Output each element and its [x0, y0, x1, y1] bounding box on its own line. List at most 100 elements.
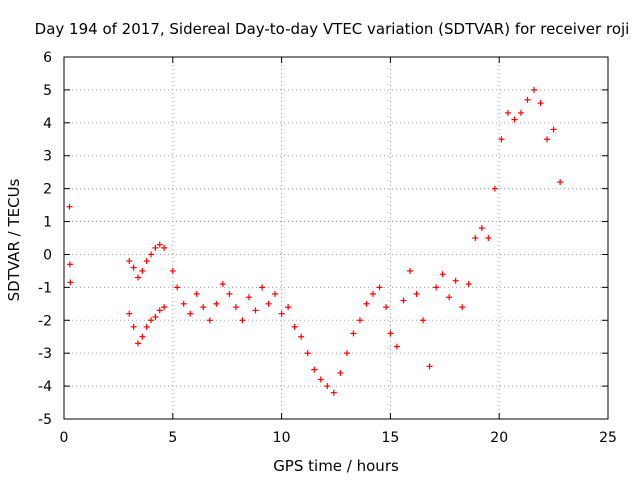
- x-tick-label: 25: [599, 430, 617, 446]
- y-tick-label: 3: [43, 149, 52, 165]
- data-point: [439, 271, 446, 278]
- data-point: [134, 340, 141, 347]
- data-point: [156, 241, 163, 248]
- data-point: [330, 389, 337, 396]
- data-point: [130, 264, 137, 271]
- data-point: [387, 330, 394, 337]
- data-point: [265, 300, 272, 307]
- data-point: [537, 100, 544, 107]
- data-point: [139, 267, 146, 274]
- data-point: [200, 304, 207, 311]
- data-point: [143, 258, 150, 265]
- x-tick-label: 15: [381, 430, 399, 446]
- data-point: [465, 281, 472, 288]
- y-axis-title: SDTVAR / TECUs: [5, 178, 23, 301]
- x-tick-label: 20: [490, 430, 508, 446]
- data-point: [406, 267, 413, 274]
- data-point: [161, 244, 168, 251]
- chart-title: Day 194 of 2017, Sidereal Day-to-day VTE…: [35, 20, 630, 38]
- data-point: [226, 290, 233, 297]
- data-point: [433, 284, 440, 291]
- data-point: [143, 323, 150, 330]
- data-point: [285, 304, 292, 311]
- data-point: [459, 304, 466, 311]
- data-point: [239, 317, 246, 324]
- data-point: [298, 333, 305, 340]
- data-point: [498, 136, 505, 143]
- data-points: [66, 86, 564, 396]
- data-point: [452, 277, 459, 284]
- y-tick-label: -2: [38, 313, 52, 329]
- data-point: [317, 376, 324, 383]
- grid-lines: [64, 57, 608, 419]
- x-tick-label: 5: [168, 430, 177, 446]
- data-point: [67, 279, 74, 286]
- data-point: [393, 343, 400, 350]
- data-point: [485, 235, 492, 241]
- y-tick-label: -3: [38, 346, 52, 362]
- data-point: [291, 323, 298, 330]
- data-point: [252, 307, 259, 314]
- y-tick-label: 1: [43, 215, 52, 231]
- data-point: [504, 109, 511, 116]
- data-point: [376, 284, 383, 291]
- data-point: [304, 350, 311, 357]
- data-point: [400, 297, 407, 304]
- data-point: [324, 383, 331, 390]
- data-point: [420, 317, 427, 324]
- y-tick-label: -5: [38, 412, 52, 428]
- x-tick-label: 10: [273, 430, 291, 446]
- data-point: [472, 235, 479, 241]
- data-point: [66, 203, 73, 210]
- data-point: [557, 179, 564, 186]
- data-point: [272, 290, 279, 297]
- plot-border: [63, 56, 609, 420]
- data-point: [152, 313, 159, 320]
- data-point: [174, 284, 181, 291]
- data-point: [426, 363, 433, 370]
- data-point: [511, 116, 518, 123]
- data-point: [550, 126, 557, 133]
- data-point: [245, 294, 252, 301]
- data-point: [193, 290, 200, 297]
- y-tick-label: -1: [38, 280, 52, 296]
- data-point: [156, 307, 163, 314]
- data-point: [232, 304, 239, 311]
- x-tick-label: 0: [60, 430, 69, 446]
- data-point: [531, 86, 538, 93]
- data-point: [213, 300, 220, 307]
- data-point: [337, 369, 344, 376]
- data-point: [478, 225, 485, 232]
- data-point: [383, 304, 390, 311]
- data-point: [446, 294, 453, 301]
- data-point: [169, 267, 176, 274]
- data-point: [152, 244, 159, 251]
- data-point: [544, 136, 551, 143]
- data-point: [311, 366, 318, 373]
- data-point: [180, 300, 187, 307]
- data-point: [350, 330, 357, 337]
- data-point: [134, 274, 141, 281]
- data-point: [126, 310, 133, 317]
- y-tick-label: 0: [43, 247, 52, 263]
- data-point: [278, 310, 285, 317]
- y-tick-label: 2: [43, 182, 52, 198]
- data-point: [343, 350, 350, 357]
- y-tick-label: 6: [43, 50, 52, 66]
- data-point: [148, 317, 155, 324]
- data-point: [517, 109, 524, 116]
- y-tick-label: 5: [43, 83, 52, 99]
- data-point: [524, 96, 531, 103]
- data-point: [356, 317, 363, 324]
- axis-ticks: 0 5 10 15 20 25 -5 -4 -3 -2 -1 0 1 2 3 4 5 6: [38, 50, 617, 446]
- data-point: [369, 290, 376, 297]
- data-point: [206, 317, 213, 324]
- data-point: [130, 323, 137, 330]
- axis-frame: [63, 56, 609, 420]
- data-point: [491, 185, 498, 192]
- y-tick-label: -4: [38, 379, 52, 395]
- x-axis-title: GPS time / hours: [273, 457, 399, 475]
- data-point: [187, 310, 194, 317]
